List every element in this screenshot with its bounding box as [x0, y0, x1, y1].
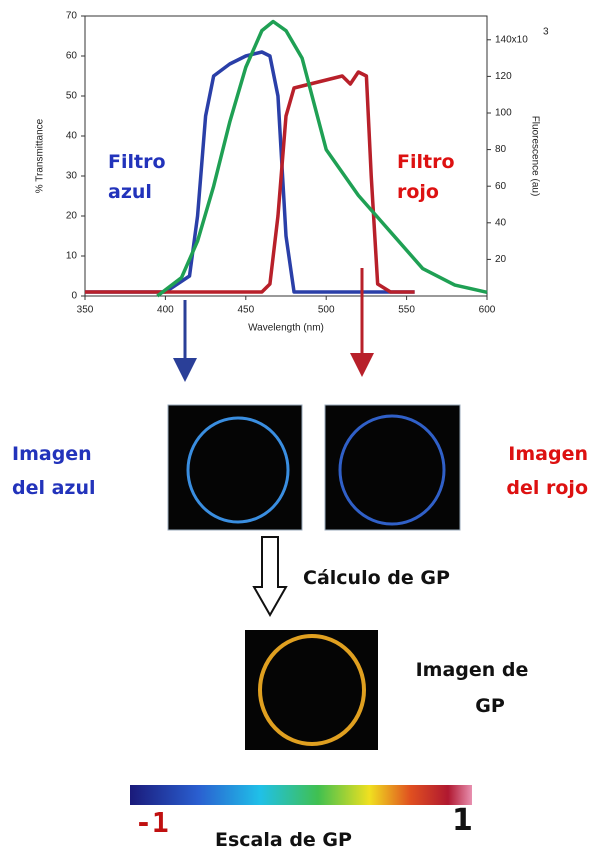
- y2-tick-label: 60: [495, 181, 507, 192]
- label: Imagen de: [416, 659, 529, 681]
- label: 1: [452, 803, 473, 838]
- y2-tick-label: 20: [495, 254, 507, 265]
- y-tick-label: 20: [66, 211, 78, 222]
- label: azul: [108, 181, 152, 203]
- x-tick-label: 500: [318, 305, 335, 316]
- label: Filtro: [108, 151, 166, 173]
- figure: 350 400 450 500 550 600 0 10 20 30 40 50 60 70 20 40 60 8…: [0, 0, 593, 853]
- x-tick-label: 550: [398, 305, 415, 316]
- y2-tick-label: 100: [495, 108, 512, 119]
- label: GP: [475, 695, 505, 717]
- x-tick-label: 400: [157, 305, 174, 316]
- y2-tick-label: 140x10: [495, 34, 528, 45]
- x-tick-label: 450: [237, 305, 254, 316]
- y-tick-label: 60: [66, 51, 78, 62]
- y2-tick-label: 80: [495, 144, 507, 155]
- y2-axis-label: Fluorescence (au): [529, 116, 540, 197]
- y2-tick-label: 120: [495, 71, 512, 82]
- y-tick-label: 50: [66, 91, 78, 102]
- y-tick-label: 10: [66, 251, 78, 262]
- label: Imagen: [508, 443, 588, 465]
- label: -1: [135, 806, 169, 839]
- y-tick-label: 0: [71, 291, 77, 302]
- image-red: [325, 405, 460, 530]
- label: del azul: [12, 477, 96, 499]
- y2-tick-label: 40: [495, 217, 507, 228]
- y-tick-label: 40: [66, 131, 78, 142]
- y2-exponent: 3: [543, 26, 549, 37]
- label: Escala de GP: [215, 829, 352, 851]
- y-tick-label: 70: [66, 11, 78, 22]
- x-tick-label: 600: [479, 305, 496, 316]
- arrow: [254, 537, 286, 615]
- label: del rojo: [506, 477, 588, 499]
- y-axis-label: % Transmittance: [35, 118, 46, 193]
- y-tick-label: 30: [66, 171, 78, 182]
- x-axis-label: Wavelength (nm): [248, 323, 324, 334]
- label: Cálculo de GP: [303, 567, 450, 589]
- color-scale: [130, 785, 472, 805]
- label: rojo: [397, 181, 439, 203]
- label: Imagen: [12, 443, 92, 465]
- image-gp: [245, 630, 378, 750]
- label: Filtro: [397, 151, 455, 173]
- image-blue: [168, 405, 302, 530]
- x-tick-label: 350: [77, 305, 94, 316]
